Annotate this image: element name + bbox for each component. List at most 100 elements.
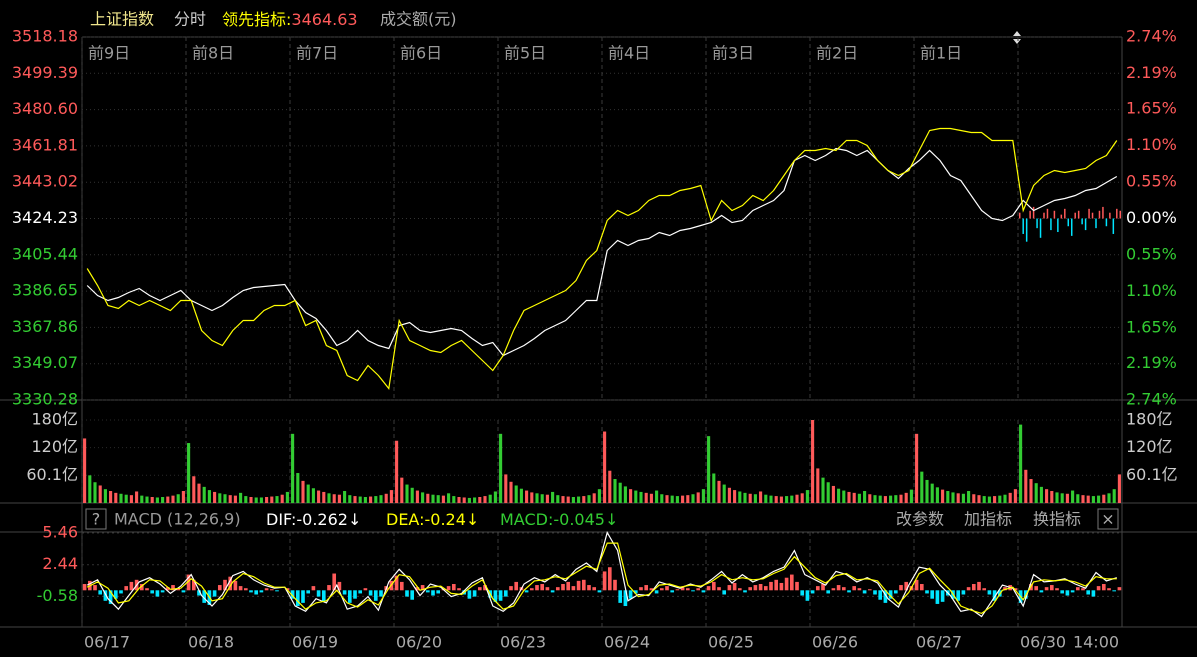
volume-bar — [317, 490, 321, 503]
volume-bar — [207, 490, 211, 503]
macd-bar — [940, 590, 945, 602]
macd-bar — [613, 579, 617, 591]
macd-bar — [165, 587, 170, 591]
macd-bar — [800, 590, 805, 596]
volume-bar — [1013, 489, 1017, 503]
volume-bar — [83, 438, 87, 503]
volume-bar — [218, 493, 222, 503]
macd-bar — [659, 588, 664, 591]
y-tick-label: 3499.39 — [12, 63, 78, 82]
macd-bar — [831, 588, 836, 591]
volume-bar — [119, 493, 123, 503]
volume-bar — [493, 491, 497, 503]
macd-bar — [145, 588, 149, 591]
volume-bar — [150, 497, 154, 503]
macd-bar — [914, 579, 919, 591]
volume-bar — [868, 494, 872, 503]
y-tick-label: -0.58 — [37, 586, 78, 605]
volume-bar — [712, 473, 716, 503]
y2-tick-label: 1.10% — [1126, 135, 1177, 154]
volume-bar — [1008, 492, 1012, 503]
volume-bar — [384, 493, 388, 503]
volume-bar — [603, 431, 607, 503]
y-tick-label: 3424.23 — [12, 208, 78, 227]
macd-bar — [992, 590, 997, 601]
macd-bar — [644, 585, 649, 591]
y2-tick-label: 180亿 — [1126, 410, 1173, 429]
volume-bar — [462, 497, 466, 503]
volume-bar — [259, 497, 263, 503]
macd-bar — [1091, 590, 1096, 597]
volume-bar — [608, 470, 612, 503]
macd-bar — [878, 590, 883, 600]
toolbar-button[interactable]: 改参数 — [896, 510, 944, 529]
macd-bar — [893, 590, 898, 594]
macd-bar — [254, 590, 259, 595]
macd-bar — [446, 586, 451, 591]
volume-bar — [291, 433, 295, 503]
macd-bar — [108, 590, 113, 604]
volume-bar — [192, 476, 196, 503]
volume-bar — [400, 477, 404, 503]
help-button[interactable] — [85, 508, 107, 530]
volume-bar — [488, 494, 492, 503]
macd-bar — [353, 590, 357, 599]
close-button[interactable] — [1097, 508, 1119, 530]
y2-tick-label: 1.10% — [1126, 281, 1177, 300]
toolbar-button[interactable]: 换指标 — [1033, 510, 1081, 529]
day-label: 前8日 — [192, 44, 234, 63]
volume-bar — [129, 495, 133, 503]
volume-bar — [223, 494, 227, 503]
macd-bar — [769, 581, 773, 591]
macd-bar — [1086, 590, 1091, 595]
mode[interactable]: 分时 — [174, 10, 206, 29]
macd-name: MACD (12,26,9) — [114, 510, 241, 529]
macd-bar — [405, 590, 409, 597]
volume-bar — [743, 492, 747, 503]
macd-bar — [93, 585, 97, 591]
macd-bar — [197, 590, 201, 596]
volume-bar — [571, 497, 575, 503]
volume-bar — [166, 496, 170, 503]
volume-bar — [1102, 494, 1106, 503]
volume-bar — [753, 494, 757, 503]
macd-bar — [457, 588, 461, 591]
volume-bar — [1019, 424, 1023, 503]
macd-bar — [867, 589, 872, 591]
volume-bar — [114, 492, 118, 503]
macd-bar — [919, 584, 924, 591]
volume-bar — [878, 495, 882, 503]
volume-bar — [987, 496, 991, 503]
macd-bar — [857, 588, 862, 591]
macd-bar — [410, 590, 415, 600]
toolbar-button[interactable]: 加指标 — [964, 510, 1012, 529]
macd-bar — [763, 586, 768, 591]
macd-bar — [493, 590, 498, 602]
macd-bar — [483, 585, 487, 591]
volume-bar — [618, 482, 622, 503]
volume-bar — [353, 496, 357, 503]
volume-bar — [826, 482, 830, 503]
macd-bar — [223, 579, 227, 591]
macd-bar — [327, 585, 331, 591]
volume-bar — [686, 495, 690, 503]
resize-icon[interactable] — [1013, 31, 1021, 44]
y-tick-label: 3480.60 — [12, 99, 78, 118]
indicator: 领先指标:3464.63 — [222, 10, 358, 29]
macd-bar — [971, 584, 976, 591]
macd-bar — [847, 590, 851, 593]
help-text: ? — [92, 510, 101, 529]
y-tick-label: 120亿 — [31, 437, 78, 456]
macd-bar — [509, 586, 513, 591]
volume-bar — [722, 484, 726, 503]
macd-bar — [295, 590, 300, 607]
y2-tick-label: 2.74% — [1126, 27, 1177, 46]
volume-bar — [270, 496, 274, 503]
macd-bar — [535, 585, 539, 591]
macd-bar — [758, 584, 763, 591]
volume-bar — [582, 496, 586, 503]
volume-bar — [639, 491, 643, 503]
volume-bar — [883, 496, 887, 503]
macd-bar — [680, 587, 685, 591]
macd-bar — [1039, 590, 1044, 593]
